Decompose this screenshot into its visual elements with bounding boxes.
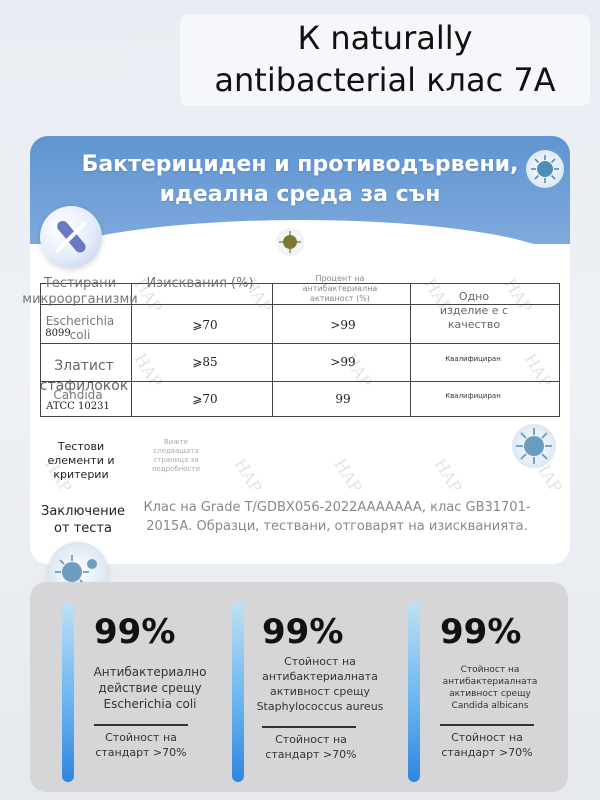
table-header-activity: Процент на антибактериална активност (%): [302, 274, 378, 303]
table-divider: [40, 304, 560, 305]
stat-standard: Стойност на стандарт >70%: [265, 733, 357, 761]
card-headline-line2: идеална среда за сън: [159, 182, 441, 207]
table-cell-organism: Escherichia coli: [45, 314, 115, 342]
virus-icon: [512, 424, 556, 468]
table-header-requirement: Изисквания (%): [146, 276, 254, 291]
table-divider: [40, 343, 560, 344]
table-header-result: Одно изделие е с качество: [439, 290, 509, 331]
results-table: [40, 283, 560, 417]
stat-bar: [62, 602, 74, 782]
table-divider: [40, 381, 560, 382]
stat-standard: Стойност на стандарт >70%: [95, 731, 187, 759]
table-cell-organism: Candida: [53, 388, 103, 402]
stat-description: Антибактериално действие срещу Escherich…: [93, 665, 207, 711]
card-header-band: [30, 136, 570, 268]
stat-bar: [408, 602, 420, 782]
title-card: [180, 14, 590, 106]
table-cell-organism: Златист стафилокок: [39, 358, 129, 394]
conclusion-label: Заключение от теста: [40, 504, 126, 536]
table-cell-requirement: ⩾70: [192, 318, 218, 332]
table-divider: [410, 283, 411, 417]
watermark: HAP: [430, 455, 466, 496]
table-cell-strain: ATCC 10231: [46, 401, 110, 412]
table-cell-requirement: ⩾70: [192, 392, 218, 406]
table-cell-activity: >99: [330, 318, 356, 332]
table-header-organism: Тестирани микроорганизми: [22, 276, 138, 307]
virus-icon: [526, 150, 564, 188]
stat-percent: 99%: [440, 612, 522, 652]
table-divider: [272, 283, 273, 417]
test-items-note: Вижте следващата страница за подробности: [151, 438, 201, 473]
page-title-line2: antibacterial клас 7А: [214, 61, 556, 99]
stat-divider: [94, 724, 188, 726]
table-cell-result: Квалифициран: [445, 355, 501, 363]
stat-divider: [262, 726, 356, 728]
watermark: HAP: [330, 455, 366, 496]
stat-standard: Стойност на стандарт >70%: [441, 731, 533, 759]
conclusion-text: Клас на Grade T/GDBX056-2022AAAAAAA, кла…: [143, 500, 531, 534]
stat-description: Стойност на антибактериалната активност …: [442, 665, 538, 711]
stat-divider: [440, 724, 534, 726]
table-cell-activity: 99: [335, 392, 351, 406]
stat-percent: 99%: [262, 612, 344, 652]
test-report-card: HAP HAP HAP HAP HAP HAP HAP HAP HAP HAP …: [30, 136, 570, 564]
table-divider: [131, 283, 132, 417]
watermark: HAP: [230, 455, 266, 496]
stat-description: Стойност на антибактериалната активност …: [256, 655, 384, 713]
table-cell-result: Квалифициран: [445, 392, 501, 400]
bacteria-cross-icon: [40, 206, 102, 268]
table-cell-strain: 8099: [45, 328, 71, 339]
test-items-label: Тестови елементи и критерии: [47, 440, 115, 481]
table-cell-requirement: ⩾85: [192, 355, 218, 369]
card-headline-line1: Бактерициден и противодървени,: [81, 152, 519, 177]
stat-percent: 99%: [94, 612, 176, 652]
stats-panel: [30, 582, 568, 792]
page-title-line1: К naturally: [297, 19, 473, 57]
table-cell-activity: >99: [330, 355, 356, 369]
stat-bar: [232, 602, 244, 782]
microbe-icon: [276, 228, 304, 256]
